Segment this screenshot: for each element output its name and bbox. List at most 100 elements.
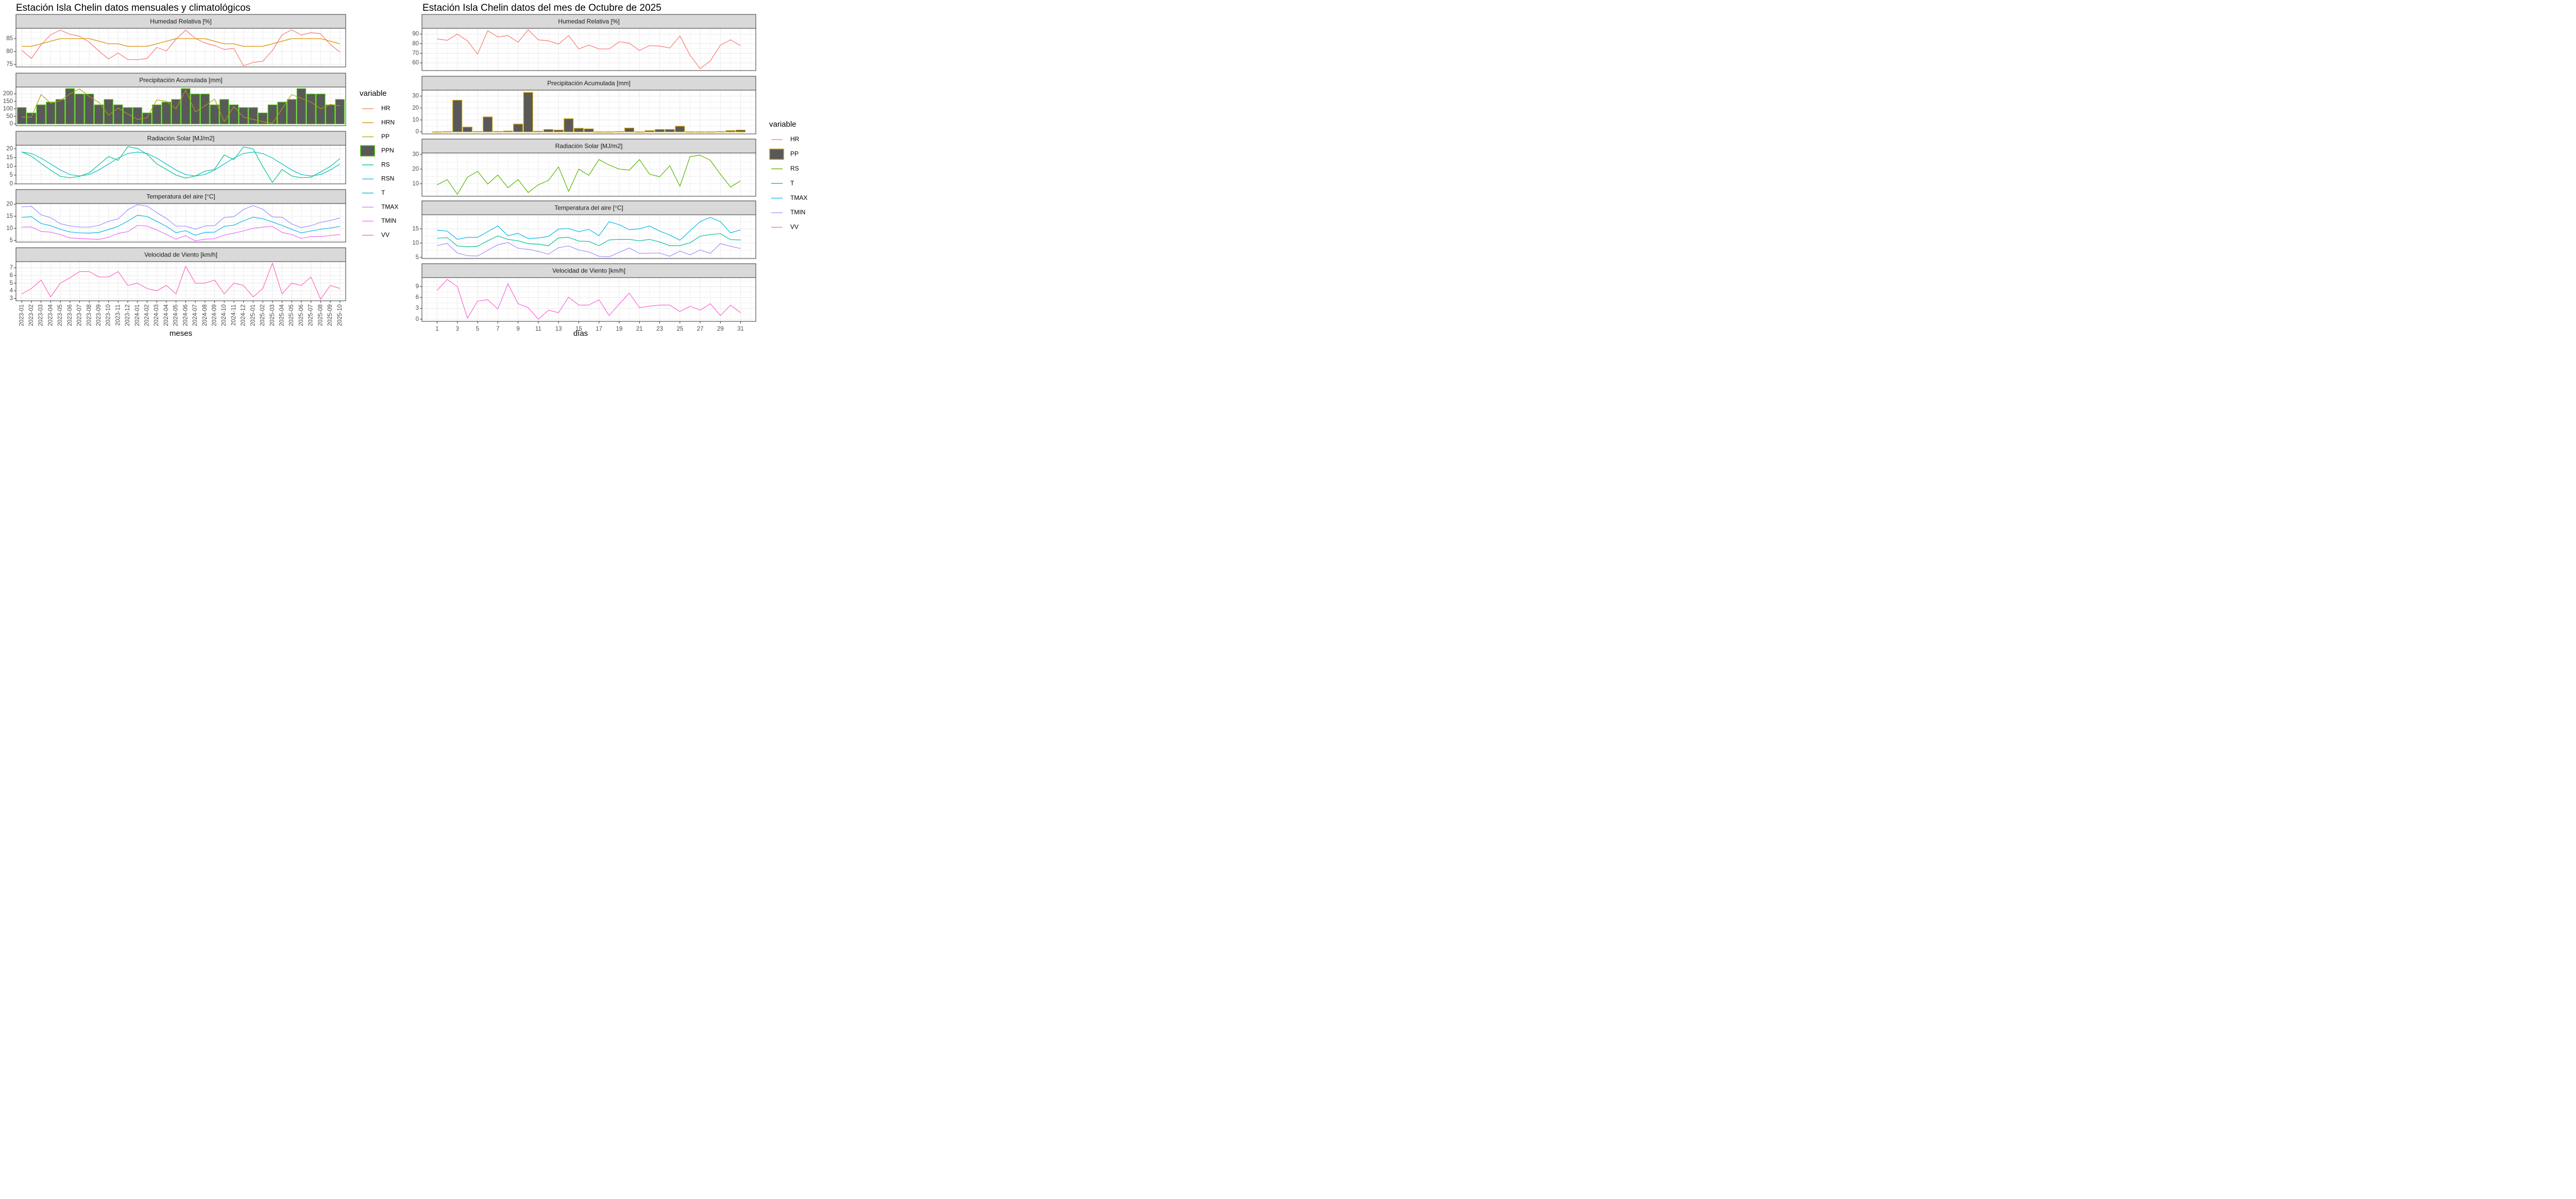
bar-ppn bbox=[132, 107, 142, 125]
legend-label: VV bbox=[381, 231, 389, 238]
x-tick-label: 31 bbox=[737, 326, 744, 332]
x-tick-label: 2023-05 bbox=[57, 304, 63, 326]
panel-border bbox=[15, 87, 346, 126]
bar-ppn bbox=[161, 101, 172, 125]
line-rsn bbox=[22, 151, 341, 177]
bar-ppn bbox=[325, 105, 335, 125]
line-tmin bbox=[22, 225, 340, 242]
x-tick-label: 2025-08 bbox=[317, 304, 324, 326]
x-tick-label: 29 bbox=[717, 326, 724, 332]
x-tick-label: 2023-01 bbox=[19, 304, 25, 326]
bar-ppn bbox=[190, 94, 200, 125]
facet-strip-label: Precipitación Acumulada [mm] bbox=[547, 80, 630, 87]
facet-panel: Precipitación Acumulada [mm] 0 10 20 30 bbox=[412, 76, 756, 135]
bar-pp bbox=[654, 129, 665, 132]
legend: variable HR HRN PP PPN RS RSN T TMAX TMIN VV bbox=[360, 89, 398, 238]
x-tick-label: 27 bbox=[697, 326, 704, 332]
x-tick-label: 1 bbox=[435, 326, 438, 332]
legend-label: T bbox=[790, 179, 794, 186]
x-tick-label: 2024-01 bbox=[134, 304, 141, 326]
y-tick-label: 70 bbox=[412, 50, 419, 56]
chart-title: Estación Isla Chelin datos del mes de Oc… bbox=[422, 3, 662, 13]
y-tick-label: 6 bbox=[416, 295, 419, 301]
y-tick-label: 80 bbox=[6, 48, 13, 55]
legend-item-vv: VV bbox=[362, 231, 389, 238]
panel-background bbox=[16, 262, 346, 301]
x-tick-label: 23 bbox=[656, 326, 663, 332]
line-hr bbox=[437, 29, 741, 69]
panel-border bbox=[421, 277, 756, 322]
bar-pp bbox=[665, 129, 675, 132]
daily-october-figure: Estación Isla Chelin datos del mes de Oc… bbox=[412, 3, 807, 338]
x-tick-label: 9 bbox=[516, 326, 519, 332]
facet-strip-label: Precipitación Acumulada [mm] bbox=[139, 77, 222, 84]
panel-background bbox=[16, 28, 346, 67]
legend-item-hrn: HRN bbox=[362, 118, 395, 126]
y-tick-label: 9 bbox=[416, 284, 419, 290]
bar-pp bbox=[645, 130, 655, 132]
bar-ppn bbox=[104, 99, 113, 125]
y-tick-label: 0 bbox=[416, 129, 419, 135]
legend-item-t: T bbox=[771, 179, 794, 186]
bar-ppn bbox=[287, 99, 297, 125]
facet-panel: Humedad Relativa [%] 60 70 80 90 bbox=[412, 14, 756, 71]
bar-ppn bbox=[94, 105, 104, 125]
legend-item-rsn: RSN bbox=[362, 175, 394, 182]
legend-label: TMIN bbox=[790, 209, 805, 216]
facet-strip-label: Humedad Relativa [%] bbox=[150, 18, 211, 25]
x-tick-label: 2024-11 bbox=[231, 304, 237, 326]
panel-border bbox=[421, 28, 756, 71]
legend-item-pp: PP bbox=[362, 133, 389, 140]
chart-title: Estación Isla Chelin datos mensuales y c… bbox=[16, 3, 250, 13]
x-axis-title: meses bbox=[170, 329, 192, 338]
y-tick-label: 20 bbox=[412, 166, 419, 172]
x-tick-label: 7 bbox=[496, 326, 499, 332]
x-tick-label: 3 bbox=[456, 326, 459, 332]
facet-strip-label: Radiación Solar [MJ/m2] bbox=[147, 135, 215, 142]
x-tick-label: 2023-07 bbox=[77, 304, 83, 326]
y-tick-label: 5 bbox=[416, 254, 419, 261]
bar-ppn bbox=[306, 94, 316, 125]
line-tmax bbox=[22, 204, 340, 230]
bar-ppn bbox=[335, 99, 345, 125]
y-tick-label: 0 bbox=[10, 121, 13, 127]
x-tick-label: 2023-09 bbox=[96, 304, 102, 326]
facet-strip bbox=[421, 200, 756, 215]
bar-ppn bbox=[26, 112, 37, 125]
bar-ppn bbox=[277, 101, 287, 125]
legend-title: variable bbox=[360, 89, 387, 98]
legend-label: PP bbox=[790, 150, 799, 158]
facet-panel: Velocidad de Viento [km/h] 0 3 6 9 bbox=[416, 263, 756, 322]
legend-item-tmin: TMIN bbox=[771, 209, 805, 216]
line-vv bbox=[437, 279, 741, 320]
bar-pp bbox=[675, 126, 685, 132]
y-tick-label: 5 bbox=[10, 237, 13, 244]
facet-strip bbox=[421, 14, 756, 29]
bar-ppn bbox=[84, 94, 94, 125]
x-tick-label: 2024-08 bbox=[202, 304, 208, 326]
panel-border bbox=[421, 90, 756, 134]
x-tick-label: 2025-05 bbox=[289, 304, 295, 326]
legend-item-rs: RS bbox=[362, 161, 390, 168]
line-hrn bbox=[22, 38, 340, 47]
x-tick-label: 2024-10 bbox=[221, 304, 227, 326]
line-t bbox=[22, 215, 340, 236]
x-tick-label: 2024-05 bbox=[173, 304, 179, 326]
x-tick-label: 2023-06 bbox=[67, 304, 73, 326]
panel-border bbox=[421, 214, 756, 259]
facet-strip-label: Temperatura del aire [°C] bbox=[146, 193, 215, 200]
bar-ppn bbox=[17, 107, 27, 125]
bar-ppn bbox=[219, 99, 229, 125]
legend-label: RSN bbox=[381, 175, 394, 182]
legend-item-hr: HR bbox=[362, 105, 391, 112]
legend-label: RS bbox=[790, 165, 799, 172]
y-tick-label: 100 bbox=[3, 106, 13, 112]
x-tick-label: 2025-01 bbox=[250, 304, 256, 326]
x-tick-label: 19 bbox=[616, 326, 623, 332]
bar-ppn bbox=[56, 99, 65, 125]
x-tick-label: 2023-11 bbox=[115, 304, 121, 326]
panel-background bbox=[16, 203, 346, 242]
panel-border bbox=[421, 152, 756, 197]
legend-key-bar bbox=[360, 145, 375, 157]
